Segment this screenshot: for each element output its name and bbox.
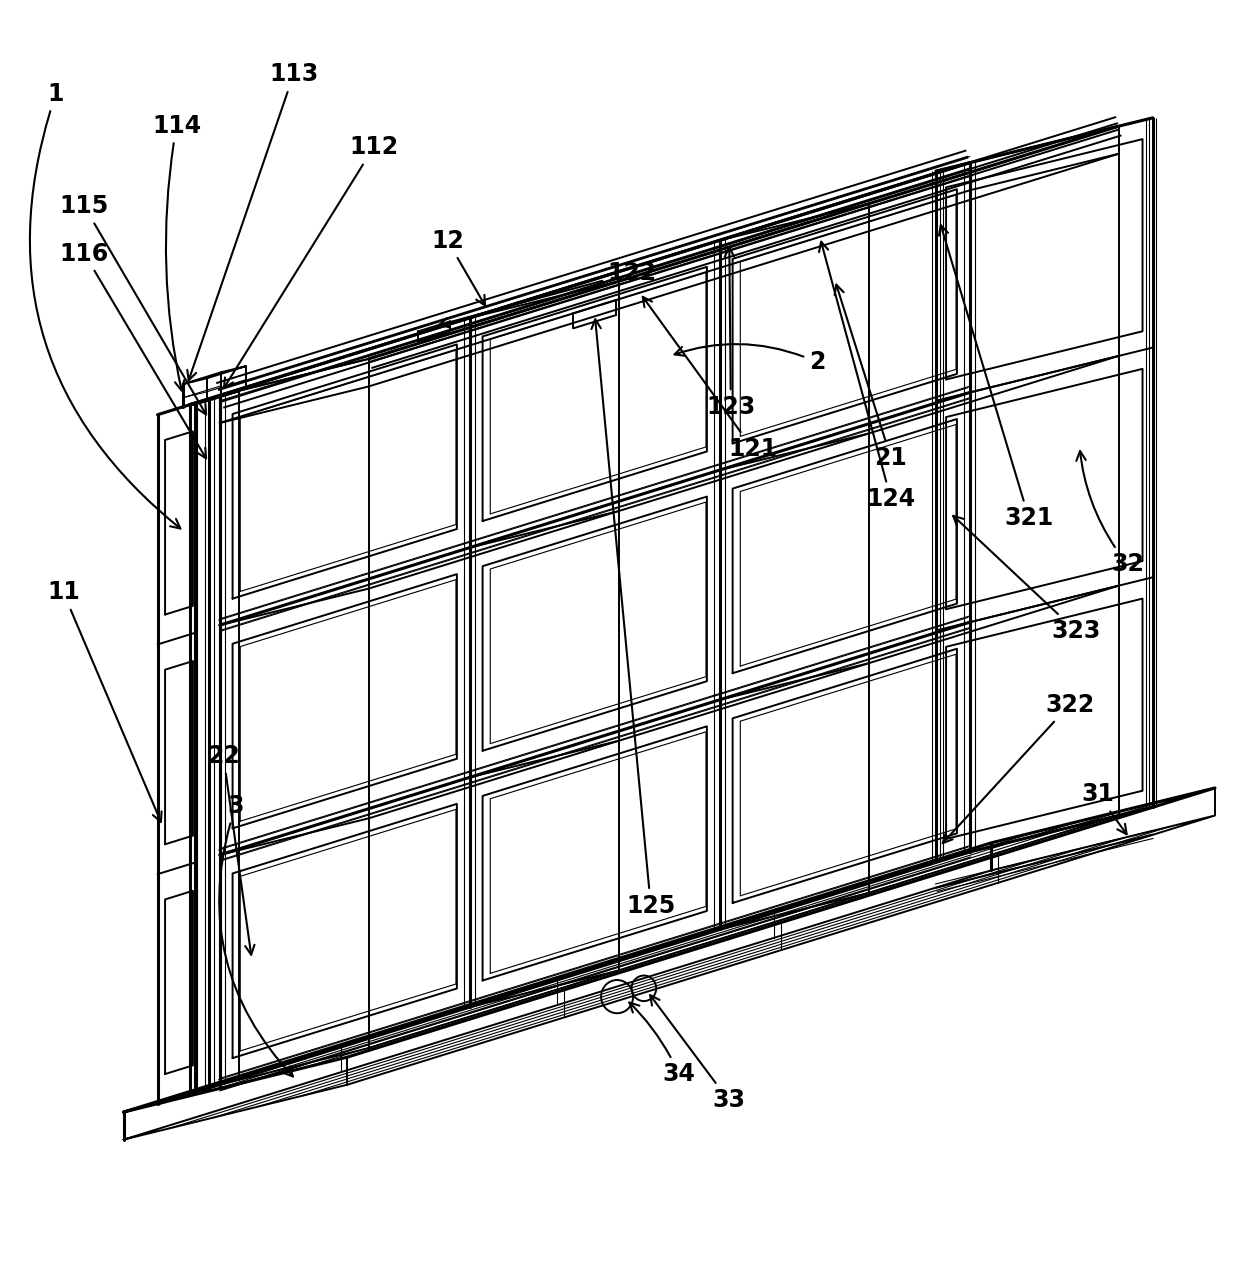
Text: 323: 323 (954, 516, 1100, 642)
Text: 22: 22 (207, 744, 254, 955)
Text: 21: 21 (835, 284, 908, 470)
Text: 1: 1 (30, 81, 180, 529)
Text: 3: 3 (219, 794, 293, 1076)
Text: 116: 116 (60, 242, 206, 458)
Text: 12: 12 (432, 229, 485, 305)
Text: 124: 124 (820, 242, 915, 511)
Text: 122: 122 (439, 261, 657, 327)
Text: 123: 123 (707, 247, 755, 420)
Text: 33: 33 (650, 995, 745, 1112)
Text: 115: 115 (60, 194, 206, 414)
Text: 34: 34 (630, 1003, 696, 1086)
Text: 125: 125 (591, 319, 676, 918)
Text: 11: 11 (47, 580, 161, 822)
Text: 114: 114 (153, 113, 201, 390)
Text: 322: 322 (942, 692, 1094, 843)
Text: 113: 113 (187, 63, 319, 380)
Text: 121: 121 (642, 297, 777, 461)
Text: 31: 31 (1081, 782, 1127, 834)
Text: 321: 321 (939, 225, 1054, 530)
Text: 112: 112 (224, 135, 398, 387)
Text: 2: 2 (675, 344, 826, 375)
Text: 32: 32 (1076, 450, 1143, 577)
